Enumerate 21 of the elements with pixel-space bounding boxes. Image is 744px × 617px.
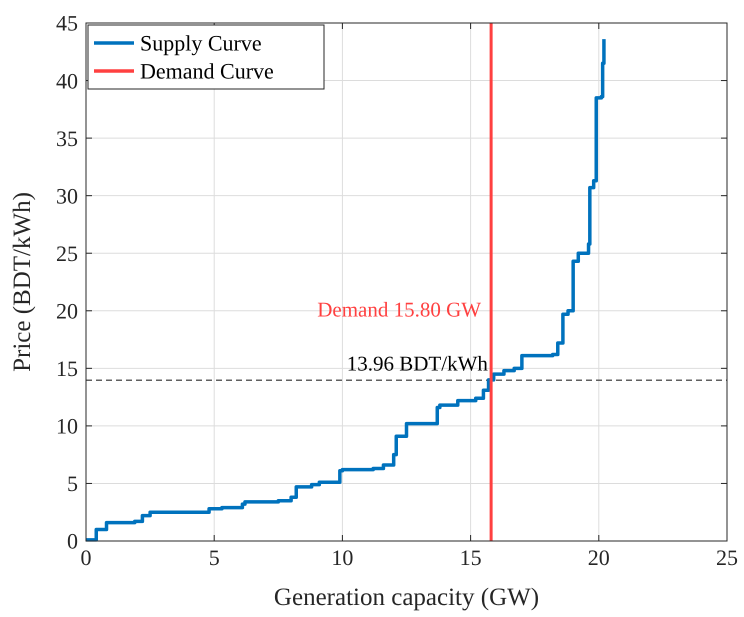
- y-tick-label: 10: [56, 414, 78, 439]
- x-tick-label: 20: [588, 545, 610, 570]
- legend-label: Supply Curve: [140, 30, 262, 56]
- y-tick-label: 35: [56, 126, 78, 151]
- ref-line-label: 13.96 BDT/kWh: [346, 351, 488, 376]
- y-tick-label: 45: [56, 10, 78, 36]
- annotation: Demand 15.80 GW: [317, 298, 482, 322]
- x-tick-label: 5: [208, 545, 220, 570]
- y-tick-label: 20: [56, 298, 78, 324]
- x-axis-title: Generation capacity (GW): [274, 584, 540, 611]
- legend-label: Demand Curve: [140, 58, 274, 84]
- y-axis-title: Price (BDT/kWh): [9, 192, 36, 372]
- y-tick-label: 5: [67, 471, 78, 496]
- x-tick-label: 25: [716, 545, 738, 570]
- y-tick-label: 40: [56, 68, 78, 94]
- y-tick-label: 15: [56, 356, 78, 382]
- x-tick-label: 15: [460, 545, 482, 570]
- y-tick-label: 25: [56, 240, 78, 266]
- y-tick-label: 0: [67, 528, 78, 554]
- y-tick-label: 30: [56, 183, 78, 208]
- x-tick-label: 10: [331, 545, 354, 570]
